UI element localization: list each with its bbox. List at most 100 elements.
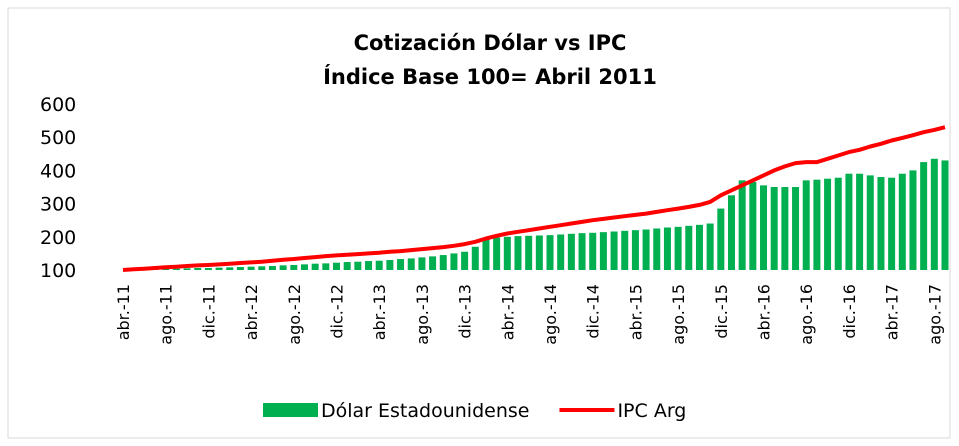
- bar: [717, 209, 724, 270]
- bar: [867, 175, 874, 270]
- bar: [920, 162, 927, 270]
- bar: [696, 225, 703, 270]
- bar: [205, 268, 212, 270]
- bar: [568, 234, 575, 270]
- x-tick-label: dic.-13: [456, 284, 475, 339]
- x-tick-label: abr.-11: [114, 284, 133, 340]
- bar: [547, 235, 554, 270]
- bar: [856, 174, 863, 270]
- bar: [760, 185, 767, 270]
- x-tick-label: ago.-15: [669, 284, 688, 345]
- bar: [813, 180, 820, 270]
- bar: [333, 263, 340, 270]
- bar: [899, 174, 906, 270]
- bar: [611, 231, 618, 270]
- bar: [931, 159, 938, 270]
- x-tick-label: dic.-15: [712, 284, 731, 339]
- bar: [258, 266, 265, 270]
- legend-label: IPC Arg: [617, 400, 686, 422]
- bar: [450, 253, 457, 270]
- y-tick-label: 600: [40, 94, 76, 116]
- bar: [237, 267, 244, 270]
- bar: [301, 264, 308, 270]
- bar: [942, 160, 949, 270]
- bar: [589, 233, 596, 270]
- bar: [888, 178, 895, 270]
- bar: [504, 237, 511, 270]
- bar: [290, 265, 297, 270]
- y-tick-label: 300: [40, 194, 76, 216]
- bar: [248, 267, 255, 270]
- x-tick-label: dic.-11: [199, 284, 218, 339]
- bar: [664, 228, 671, 270]
- bar: [675, 227, 682, 270]
- bar: [386, 260, 393, 270]
- x-tick-label: abr.-12: [242, 284, 261, 340]
- bar: [845, 174, 852, 270]
- bar: [739, 180, 746, 270]
- bar: [803, 180, 810, 270]
- x-tick-label: abr.-17: [883, 284, 902, 340]
- bar: [365, 261, 372, 270]
- bar: [216, 268, 223, 270]
- y-tick-label: 200: [40, 227, 76, 249]
- chart-title: Cotización Dólar vs IPC: [354, 31, 627, 55]
- bar: [824, 179, 831, 270]
- bar: [354, 262, 361, 270]
- bar: [643, 229, 650, 270]
- legend-label: Dólar Estadounidense: [321, 400, 529, 422]
- bar: [792, 187, 799, 270]
- y-tick-label: 100: [40, 260, 76, 282]
- bar: [557, 234, 564, 270]
- bar: [472, 247, 479, 270]
- bar: [525, 236, 532, 270]
- bar: [429, 256, 436, 270]
- bar: [184, 268, 191, 270]
- x-tick-label: abr.-15: [626, 284, 645, 340]
- x-tick-label: abr.-13: [370, 284, 389, 340]
- bar: [781, 187, 788, 270]
- bar: [877, 177, 884, 270]
- bar: [653, 229, 660, 271]
- bar: [173, 269, 180, 270]
- bar: [397, 259, 404, 270]
- bar: [632, 230, 639, 270]
- bar: [493, 237, 500, 270]
- legend-swatch: [263, 403, 318, 417]
- bar: [771, 187, 778, 270]
- bar: [418, 257, 425, 270]
- bar: [280, 265, 287, 270]
- bar: [269, 266, 276, 270]
- bar: [194, 268, 201, 270]
- bar: [514, 236, 521, 270]
- x-tick-label: abr.-14: [498, 284, 517, 340]
- x-tick-label: ago.-12: [285, 284, 304, 345]
- y-tick-label: 500: [40, 127, 76, 149]
- x-tick-label: ago.-16: [797, 284, 816, 345]
- x-tick-label: dic.-16: [840, 284, 859, 339]
- bar: [322, 263, 329, 270]
- bar: [226, 267, 233, 270]
- bar: [344, 262, 351, 270]
- x-tick-label: ago.-17: [925, 284, 944, 345]
- bar: [579, 233, 586, 270]
- bar: [749, 182, 756, 270]
- bar: [621, 231, 628, 270]
- bar: [482, 238, 489, 270]
- x-tick-label: ago.-11: [157, 284, 176, 345]
- bar: [408, 258, 415, 270]
- x-tick-label: dic.-14: [584, 284, 603, 339]
- bar: [536, 235, 543, 270]
- bar: [707, 224, 714, 270]
- bar: [440, 255, 447, 270]
- x-tick-label: dic.-12: [328, 284, 347, 339]
- x-tick-label: ago.-13: [413, 284, 432, 345]
- bar: [685, 226, 692, 270]
- chart-subtitle: Índice Base 100= Abril 2011: [323, 64, 657, 89]
- x-tick-label: abr.-16: [755, 284, 774, 340]
- bar: [376, 261, 383, 270]
- x-tick-label: ago.-14: [541, 284, 560, 345]
- bar: [312, 264, 319, 270]
- bar: [909, 170, 916, 270]
